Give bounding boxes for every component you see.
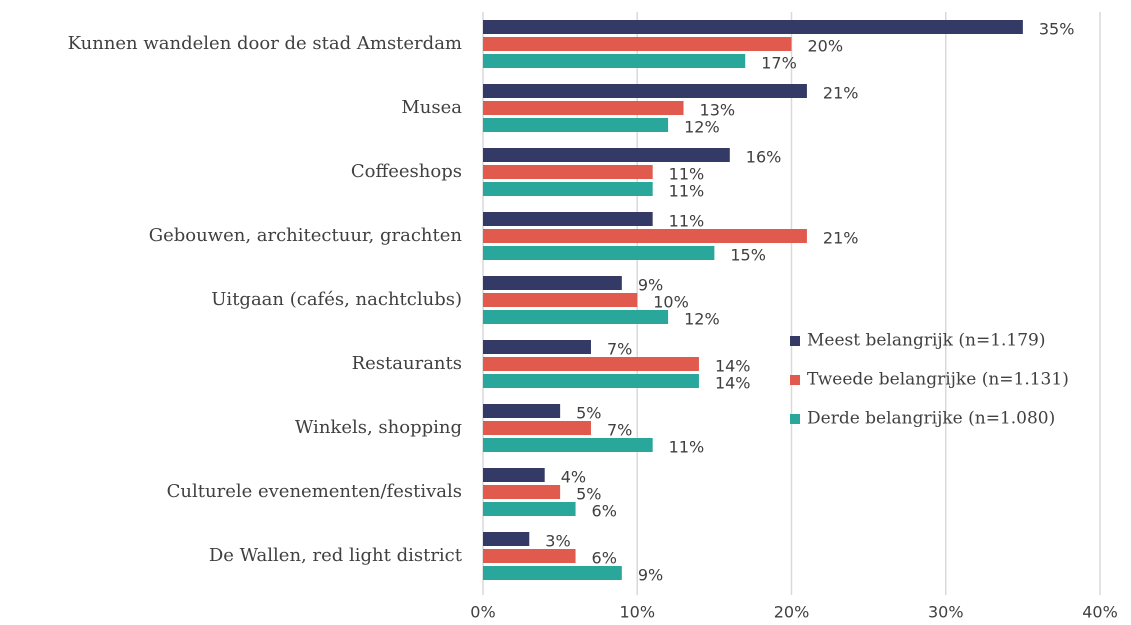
category-label: Restaurants (352, 353, 462, 374)
data-label: 7% (607, 340, 632, 359)
category-label: Culturele evenementen/festivals (167, 481, 462, 502)
data-label: 11% (669, 438, 705, 457)
bar (483, 468, 545, 482)
bar (483, 165, 653, 179)
bar (483, 340, 591, 354)
data-label: 5% (576, 485, 601, 504)
data-label: 13% (700, 101, 736, 120)
category-label: Winkels, shopping (295, 417, 462, 438)
data-label: 9% (638, 566, 663, 585)
bar (483, 532, 530, 546)
legend-swatch (790, 375, 800, 385)
bar (483, 182, 653, 196)
bar (483, 549, 576, 563)
bar (483, 421, 591, 435)
bar (483, 118, 669, 132)
category-label: Musea (401, 97, 462, 118)
bar (483, 566, 622, 580)
bar (483, 374, 699, 388)
data-label: 11% (669, 182, 705, 201)
data-label: 4% (561, 468, 586, 487)
x-tick-label: 0% (470, 603, 495, 622)
x-tick-label: 40% (1082, 603, 1118, 622)
data-label: 16% (746, 148, 782, 167)
bar (483, 438, 653, 452)
data-label: 10% (653, 293, 689, 312)
data-label: 11% (669, 212, 705, 231)
category-label: Gebouwen, architectuur, grachten (149, 225, 463, 246)
x-tick-label: 10% (619, 603, 655, 622)
bar (483, 502, 576, 516)
category-label: Uitgaan (cafés, nachtclubs) (211, 289, 462, 310)
data-label: 12% (684, 310, 720, 329)
data-label: 20% (808, 37, 844, 56)
data-label: 14% (715, 357, 751, 376)
bar (483, 293, 638, 307)
category-label: Kunnen wandelen door de stad Amsterdam (68, 33, 462, 54)
legend-label: Derde belangrijke (n=1.080) (807, 409, 1055, 429)
data-label: 17% (761, 54, 797, 73)
legend-swatch (790, 414, 800, 424)
data-label: 6% (592, 502, 617, 521)
data-label: 14% (715, 374, 751, 393)
bar (483, 404, 561, 418)
legend-label: Meest belangrijk (n=1.179) (807, 331, 1046, 351)
category-label: De Wallen, red light district (209, 545, 463, 566)
legend-swatch (790, 336, 800, 346)
data-label: 3% (545, 532, 570, 551)
data-label: 35% (1039, 20, 1075, 39)
legend-label: Tweede belangrijke (n=1.131) (807, 370, 1069, 390)
bar (483, 276, 622, 290)
bar (483, 20, 1023, 34)
data-label: 15% (730, 246, 766, 265)
x-tick-label: 30% (928, 603, 964, 622)
bar (483, 357, 699, 371)
bar (483, 229, 807, 243)
bar (483, 310, 669, 324)
data-label: 12% (684, 118, 720, 137)
data-label: 21% (823, 84, 859, 103)
data-label: 11% (669, 165, 705, 184)
data-label: 7% (607, 421, 632, 440)
bar (483, 54, 746, 68)
data-label: 6% (592, 549, 617, 568)
bar (483, 246, 715, 260)
data-label: 21% (823, 229, 859, 248)
bar (483, 101, 684, 115)
bar (483, 148, 730, 162)
bar (483, 485, 561, 499)
data-label: 9% (638, 276, 663, 295)
x-tick-label: 20% (774, 603, 810, 622)
bar (483, 37, 792, 51)
bar (483, 84, 807, 98)
data-label: 5% (576, 404, 601, 423)
category-label: Coffeeshops (351, 161, 462, 182)
bar (483, 212, 653, 226)
